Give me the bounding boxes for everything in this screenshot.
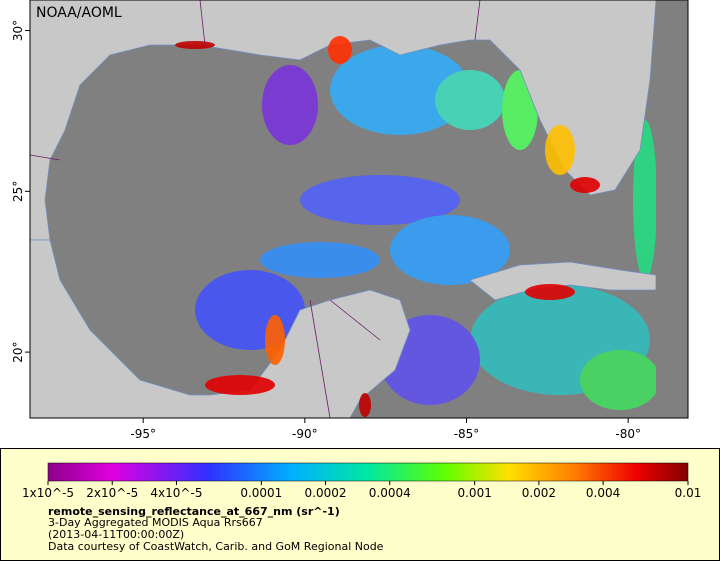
colorbar <box>47 462 689 482</box>
lat-tick-label: 25° <box>11 181 25 202</box>
colorbar-tick-label: 0.001 <box>457 486 491 500</box>
colorbar-tick-label: 0.0002 <box>305 486 347 500</box>
colorbar-tick-label: 0.002 <box>522 486 556 500</box>
colorbar-tick-label: 0.0001 <box>240 486 282 500</box>
lat-tick-label: 30° <box>11 20 25 41</box>
caption-line: 3-Day Aggregated MODIS Aqua Rrs667 <box>48 516 263 529</box>
map-frame <box>29 0 689 419</box>
lon-tick-label: -80° <box>615 427 641 441</box>
variable-name: remote_sensing_reflectance_at_667_nm (sr… <box>48 505 340 518</box>
colorbar-tick-label: 0.004 <box>586 486 620 500</box>
colorbar-tick-label: 0.0004 <box>369 486 411 500</box>
map <box>30 0 688 418</box>
colorbar-tick-label: 2x10^-5 <box>86 486 138 500</box>
lon-tick-label: -95° <box>130 427 156 441</box>
lat-tick-label: 20° <box>11 341 25 362</box>
map-ticks: -95° -90° -85° -80° 30° 25° 20° <box>11 20 641 441</box>
lon-tick-label: -85° <box>454 427 480 441</box>
colorbar-tick-label: 1x10^-5 <box>22 486 74 500</box>
watermark: NOAA/AOML <box>36 5 122 21</box>
lon-tick-label: -90° <box>292 427 318 441</box>
caption-line: (2013-04-11T00:00:00Z) <box>48 528 184 541</box>
colorbar-tick-label: 0.01 <box>675 486 702 500</box>
colorbar-tick-label: 4x10^-5 <box>150 486 202 500</box>
caption-line: Data courtesy of CoastWatch, Carib. and … <box>48 540 384 553</box>
colorbar-ticks: 1x10^-5 2x10^-5 4x10^-5 0.0001 0.0002 0.0004 0… <box>22 481 701 500</box>
